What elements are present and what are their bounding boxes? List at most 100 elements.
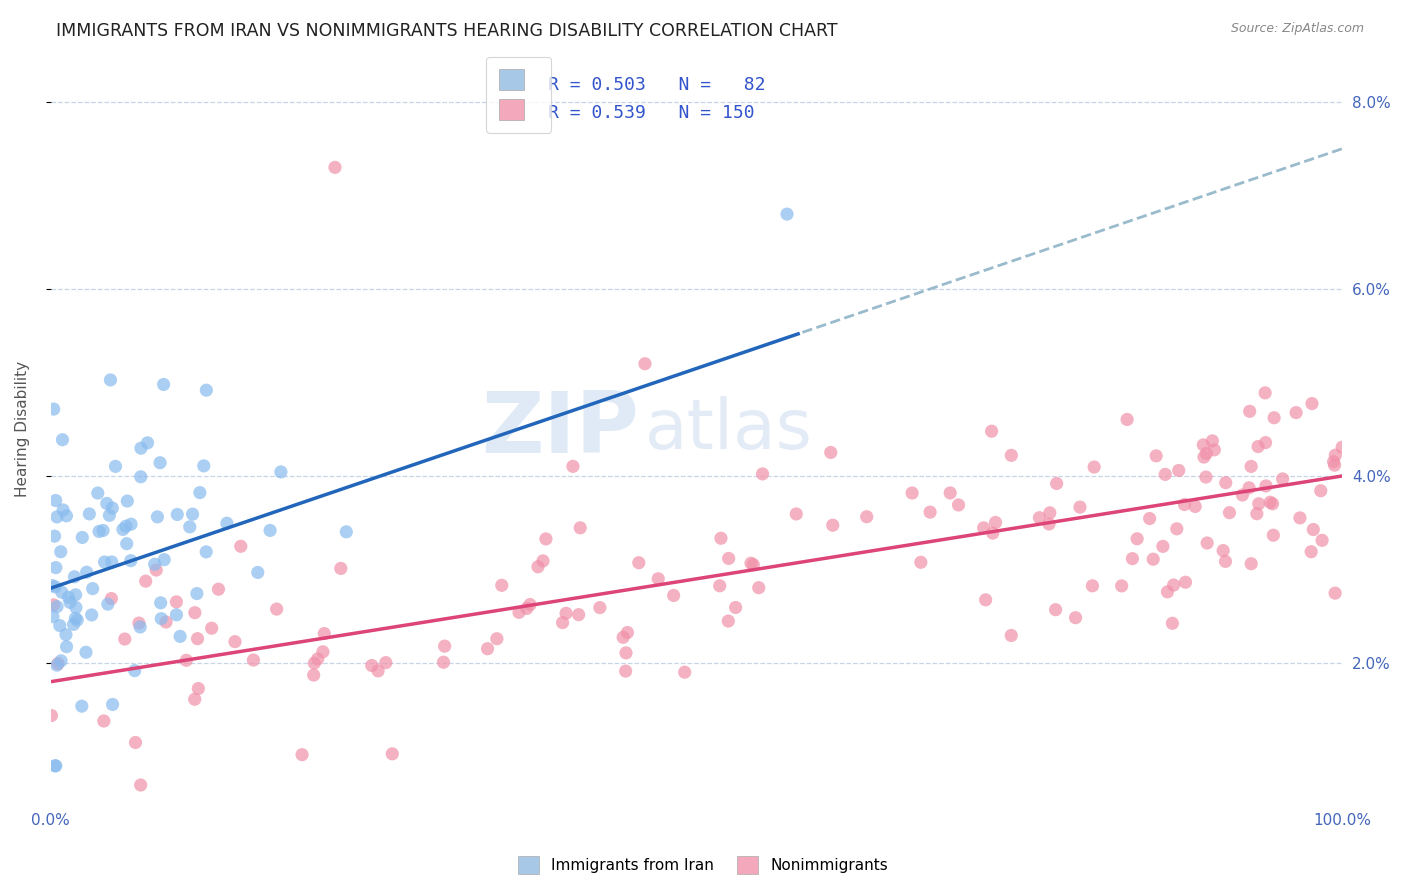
Point: [201, 621, 224, 635]
Point: [42, 402, 65, 417]
Point: [1237, 481, 1260, 495]
Point: [1232, 488, 1254, 502]
Point: [1324, 448, 1347, 462]
Point: [516, 601, 538, 615]
Point: [49, 545, 72, 559]
Point: [491, 578, 513, 592]
Point: [981, 526, 1004, 541]
Point: [65, 588, 87, 602]
Point: [120, 517, 142, 532]
Point: [165, 595, 187, 609]
Point: [1144, 449, 1167, 463]
Point: [1064, 610, 1087, 624]
Point: [207, 582, 229, 597]
Point: [717, 614, 740, 628]
Point: [974, 592, 997, 607]
Point: [612, 630, 634, 644]
Point: [93, 714, 115, 728]
Point: [335, 524, 357, 539]
Point: [55, 508, 77, 523]
Point: [117, 494, 139, 508]
Point: [46, 510, 69, 524]
Point: [129, 441, 152, 455]
Point: [169, 629, 191, 643]
Point: [188, 485, 211, 500]
Point: [1000, 448, 1022, 462]
Point: [785, 507, 807, 521]
Point: [984, 516, 1007, 530]
Point: [55, 640, 77, 654]
Point: [80, 607, 103, 622]
Point: [44, 529, 66, 543]
Point: [104, 459, 127, 474]
Point: [1215, 554, 1237, 568]
Point: [72, 531, 94, 545]
Point: [569, 521, 592, 535]
Point: [314, 626, 336, 640]
Point: [551, 615, 574, 630]
Point: [45, 759, 67, 773]
Point: [531, 554, 554, 568]
Point: [59, 595, 82, 609]
Point: [1045, 603, 1067, 617]
Point: [152, 377, 174, 392]
Point: [432, 655, 454, 669]
Point: [360, 658, 382, 673]
Point: [568, 607, 591, 622]
Point: [1081, 579, 1104, 593]
Point: [181, 507, 204, 521]
Point: [242, 653, 264, 667]
Point: [616, 625, 638, 640]
Point: [1038, 516, 1060, 531]
Point: [46, 599, 69, 614]
Y-axis label: Hearing Disability: Hearing Disability: [15, 361, 30, 497]
Point: [45, 658, 67, 673]
Point: [634, 357, 657, 371]
Text: R = 0.503   N =   82: R = 0.503 N = 82: [548, 76, 766, 94]
Point: [302, 668, 325, 682]
Point: [1121, 551, 1143, 566]
Point: [485, 632, 508, 646]
Point: [901, 486, 924, 500]
Point: [1154, 467, 1177, 482]
Point: [1215, 475, 1237, 490]
Point: [270, 465, 292, 479]
Point: [561, 459, 583, 474]
Point: [229, 539, 252, 553]
Point: [1174, 575, 1197, 590]
Point: [1046, 476, 1069, 491]
Point: [46, 657, 69, 671]
Point: [155, 615, 177, 629]
Point: [79, 507, 101, 521]
Point: [111, 523, 134, 537]
Point: [1192, 438, 1215, 452]
Point: [1254, 385, 1277, 400]
Point: [740, 556, 762, 570]
Point: [1173, 498, 1195, 512]
Point: [1285, 406, 1308, 420]
Point: [307, 652, 329, 666]
Point: [224, 634, 246, 648]
Point: [1163, 578, 1185, 592]
Point: [519, 598, 541, 612]
Point: [135, 574, 157, 588]
Point: [45, 560, 67, 574]
Point: [52, 503, 75, 517]
Point: [65, 600, 87, 615]
Point: [1201, 434, 1223, 448]
Point: [1301, 545, 1323, 559]
Point: [51, 433, 73, 447]
Point: [82, 582, 104, 596]
Point: [920, 505, 942, 519]
Point: [49, 618, 72, 632]
Point: [367, 664, 389, 678]
Point: [973, 521, 995, 535]
Point: [709, 579, 731, 593]
Point: [63, 570, 86, 584]
Point: [75, 645, 97, 659]
Point: [186, 632, 208, 646]
Point: [1331, 440, 1354, 454]
Point: [433, 639, 456, 653]
Point: [527, 559, 550, 574]
Point: [1323, 455, 1346, 469]
